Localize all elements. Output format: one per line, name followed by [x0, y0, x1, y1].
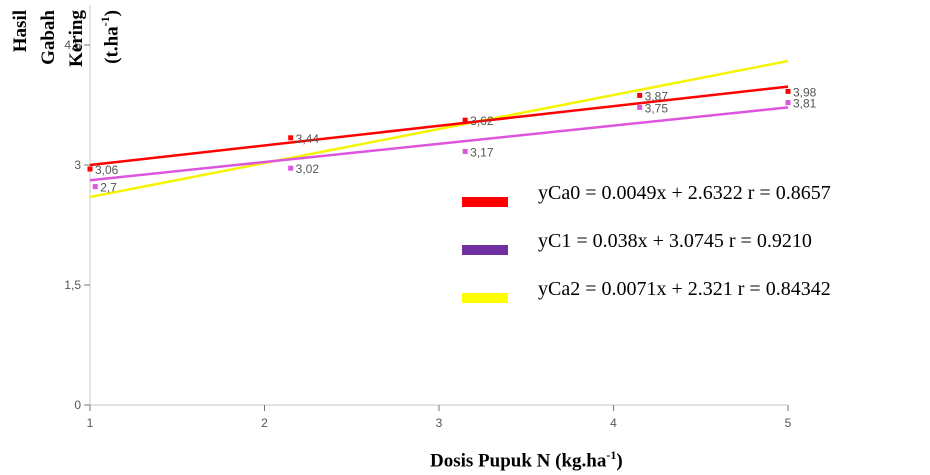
y-axis-title-word: Hasil — [10, 10, 31, 53]
data-label-yC1: 2,7 — [100, 181, 117, 195]
x-tick-label: 4 — [610, 416, 617, 430]
x-axis-title-end: ) — [616, 450, 623, 472]
x-axis-title-text: Dosis Pupuk N (kg.ha — [430, 450, 607, 472]
y-axis-title-word: Kering — [66, 10, 87, 67]
data-label-yCa0: 3,62 — [470, 114, 494, 128]
data-label-yCa0: 3,87 — [645, 89, 669, 103]
data-label-yCa0: 3,06 — [95, 163, 119, 177]
data-point-yC1 — [288, 165, 294, 171]
y-axis-title: Hasil Gabah Kering (t.ha-1) — [8, 10, 168, 67]
y-axis-title-unit: (t.ha-1) — [92, 10, 125, 64]
data-point-yC1 — [637, 104, 643, 110]
data-label-yCa0: 3,98 — [793, 85, 817, 99]
x-tick-label: 2 — [261, 416, 268, 430]
y-tick-label: 0 — [74, 398, 81, 412]
y-tick-label: 1,5 — [64, 278, 81, 292]
x-axis-title-sup: -1 — [606, 448, 617, 462]
legend-label-ca0: yCa0 = 0.0049x + 2.6322 r = 0.8657 — [538, 182, 831, 204]
data-label-yCa0: 3,44 — [296, 132, 320, 146]
data-label-yC1: 3,02 — [296, 162, 320, 176]
data-point-yCa0 — [785, 88, 791, 94]
data-point-yCa0 — [462, 117, 468, 123]
data-point-yCa0 — [87, 166, 93, 172]
data-point-yCa0 — [288, 135, 294, 141]
y-tick-label: 4,5 — [64, 38, 81, 52]
data-point-yC1 — [785, 100, 791, 106]
data-point-yC1 — [462, 148, 468, 154]
trend-line-yCa0 — [89, 85, 789, 167]
x-tick-label: 5 — [785, 416, 792, 430]
legend-swatch-ca0 — [462, 197, 508, 207]
y-axis-title-word: Gabah — [38, 10, 59, 65]
legend-label-ca2: yCa2 = 0.0071x + 2.321 r = 0.84342 — [538, 278, 831, 300]
trend-line-yCa2 — [89, 59, 789, 199]
x-tick-label: 1 — [87, 416, 94, 430]
y-tick-label: 3 — [74, 158, 81, 172]
x-tick-label: 3 — [436, 416, 443, 430]
data-label-yC1: 3,81 — [793, 97, 817, 111]
legend-label-c1: yC1 = 0.038x + 3.0745 r = 0.9210 — [538, 230, 812, 252]
x-axis-title: Dosis Pupuk N (kg.ha-1) — [430, 448, 623, 472]
trend-line-yC1 — [89, 106, 789, 182]
data-label-yC1: 3,75 — [645, 101, 669, 115]
legend-swatch-c1 — [462, 245, 508, 255]
data-label-yC1: 3,17 — [470, 145, 494, 159]
y-axis-unit-sup: -1 — [98, 16, 112, 27]
y-axis-unit-end: ) — [101, 10, 123, 17]
y-axis-unit-text: (t.ha — [101, 26, 123, 64]
data-point-yC1 — [92, 184, 98, 190]
legend-swatch-ca2 — [462, 293, 508, 303]
data-point-yCa0 — [637, 92, 643, 98]
